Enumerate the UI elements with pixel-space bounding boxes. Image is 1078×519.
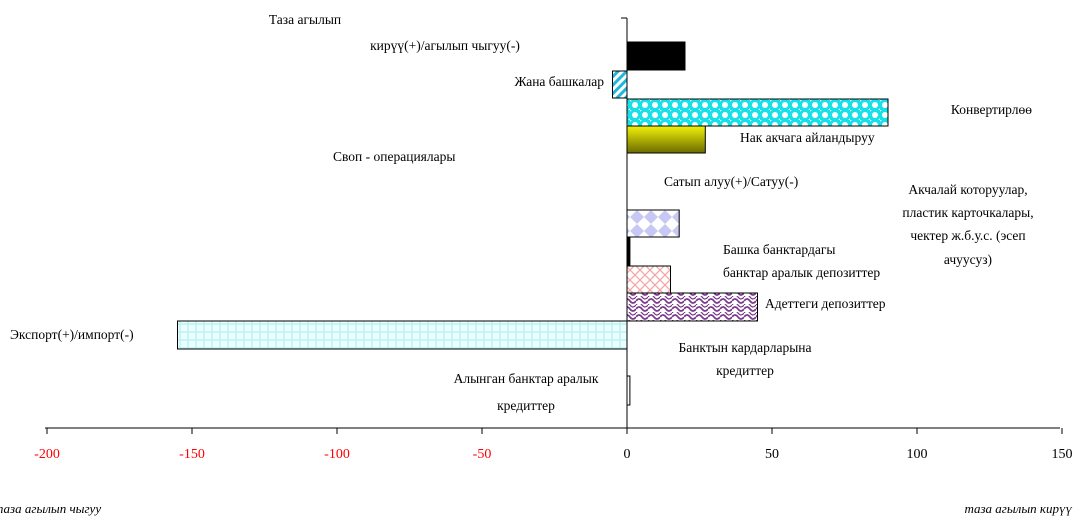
x-tick-label: -150: [179, 447, 205, 462]
label-swap-ops: Своп - операциялары: [333, 149, 455, 164]
label-interbank-loans-1: Алынган банктар аралык: [454, 371, 599, 386]
bar-9: [177, 320, 628, 350]
x-tick-label: -100: [324, 447, 350, 462]
label-export-import: Экспорт(+)/импорт(-): [10, 327, 134, 342]
label-client-loans-2: кредиттер: [716, 363, 774, 378]
x-tick-label: 150: [1052, 447, 1073, 462]
label-buy-sell: Сатып алуу(+)/Сатуу(-): [664, 174, 798, 189]
label-transfers-3: чектер ж.б.у.с. (эсеп: [910, 228, 1025, 243]
label-interbank-loans-2: кредиттер: [497, 398, 555, 413]
x-tick-label: 50: [765, 447, 779, 462]
label-client-loans-1: Банктын кардарларына: [678, 340, 811, 355]
label-transfers-2: пластик карточкалары,: [902, 205, 1033, 220]
label-net-flow-1: Таза агылып: [269, 12, 341, 27]
label-transfers-4: ачуусуз): [944, 252, 992, 267]
label-regular-deposits: Адеттеги депозиттер: [765, 296, 886, 311]
bar-2: [612, 70, 628, 99]
bar-1: [626, 41, 686, 71]
x-tick-label: 0: [624, 447, 631, 462]
x-tick-label: -200: [34, 447, 60, 462]
label-cash-conversion: Нак акчага айландыруу: [740, 130, 875, 145]
x-tick-label: 100: [907, 447, 928, 462]
footer-right: таза агылып кирүү: [964, 501, 1072, 516]
label-transfers-1: Акчалай которуулар,: [908, 182, 1027, 197]
bar-4: [626, 125, 706, 154]
bar-5: [626, 209, 680, 238]
footer-left: таза агылып чыгуу: [0, 501, 101, 516]
x-tick-label: -50: [473, 447, 492, 462]
label-net-flow-2: кирүү(+)/агылып чыгуу(-): [370, 38, 520, 53]
bar-7: [626, 265, 671, 294]
bars-layer: [177, 41, 889, 406]
x-axis-ticks: -200 -150 -100 -50 0 50 100 150: [34, 428, 1073, 462]
label-other-banks-2: банктар аралык депозиттер: [723, 265, 880, 280]
bar-8: [626, 292, 758, 322]
bar-3: [626, 98, 889, 127]
label-conversion: Конвертирлөө: [951, 102, 1032, 117]
label-others: Жана башкалар: [514, 74, 604, 89]
label-other-banks-1: Башка банктардагы: [723, 242, 835, 257]
